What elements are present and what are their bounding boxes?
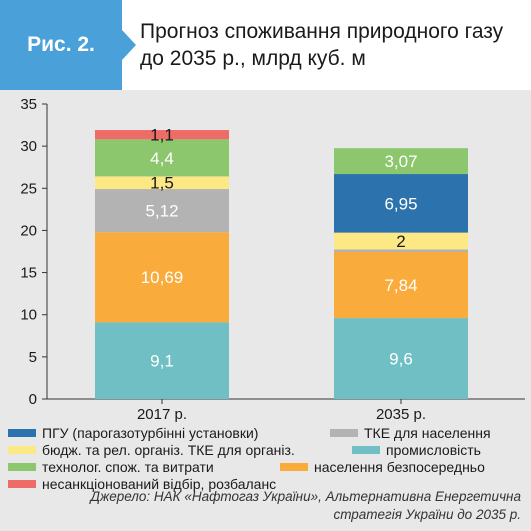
- legend-swatch: [280, 463, 308, 472]
- legend-item-industry: промисловість: [352, 442, 481, 458]
- bar-segment: [95, 232, 229, 323]
- legend-swatch: [352, 446, 380, 455]
- data-label: 9,1: [150, 352, 174, 371]
- bar-segment: [334, 148, 468, 175]
- bar-segment: [95, 322, 229, 399]
- y-tick-label: 25: [20, 180, 37, 197]
- data-label: 6,95: [384, 194, 417, 213]
- figure-badge: [0, 0, 122, 90]
- legend-swatch: [330, 429, 358, 438]
- bar-segment: [95, 189, 229, 233]
- data-label: 4,4: [150, 149, 174, 168]
- legend-label: промисловість: [386, 442, 481, 458]
- bar-segment: [95, 176, 229, 190]
- x-tick-label: 2017 р.: [137, 406, 187, 423]
- bar-segment: [334, 232, 468, 250]
- x-tick-label: 2035 р.: [376, 406, 426, 423]
- legend-item-pgu: ПГУ (парогазотурбінні установки): [8, 425, 258, 441]
- stacked-bar-chart: 0 5 10 15 20 25 30 35 9,1 10,69 5,12 1,5 4,4 1,1 2017 …: [20, 96, 525, 423]
- y-tick-label: 15: [20, 265, 37, 282]
- bar-segment: [334, 174, 468, 233]
- legend-item-tke-population: ТКЕ для населення: [330, 425, 491, 441]
- data-label: 10,69: [141, 268, 184, 287]
- legend-label: несанкціонований відбір, розбаланс: [42, 476, 277, 492]
- legend-label: населення безпосередньо: [314, 459, 485, 475]
- y-tick-label: 5: [29, 349, 37, 366]
- figure-badge-arrow: [122, 30, 136, 60]
- bar-segment: [95, 139, 229, 177]
- bar-segment: [334, 249, 468, 253]
- legend-swatch: [8, 446, 36, 455]
- data-label: 7,84: [384, 276, 417, 295]
- source-note: Джерело: НАК «Нафтогаз України», Альтерн…: [90, 489, 521, 522]
- data-label: 9,6: [389, 350, 413, 369]
- data-label: 5,12: [145, 202, 178, 221]
- y-tick-label: 30: [20, 138, 37, 155]
- legend-swatch: [8, 463, 36, 472]
- bar-segment: [334, 318, 468, 399]
- legend-label: бюдж. та рел. організ. ТКЕ для організ.: [42, 442, 295, 458]
- data-label: 3,07: [384, 152, 417, 171]
- legend-label: ТКЕ для населення: [364, 425, 491, 441]
- y-tick-label: 0: [29, 391, 37, 408]
- bar-segment: [334, 252, 468, 319]
- y-tick-label: 35: [20, 96, 37, 113]
- y-tick-label: 20: [20, 222, 37, 239]
- legend-item-budget-organizations: бюдж. та рел. організ. ТКЕ для організ.: [8, 442, 295, 458]
- legend-swatch: [8, 429, 36, 438]
- legend-swatch: [8, 480, 36, 489]
- figure-header: Рис. 2. Прогноз споживання природного га…: [0, 0, 531, 90]
- data-label: 1,1: [150, 126, 174, 145]
- data-label: 2: [396, 232, 405, 251]
- y-tick-label: 10: [20, 307, 37, 324]
- bar-segment: [95, 130, 229, 140]
- legend-item-technological: технолог. спож. та витрати: [8, 459, 214, 475]
- chart-title: Прогноз споживання природного газу до 20…: [140, 20, 504, 70]
- legend-label: ПГУ (парогазотурбінні установки): [42, 425, 259, 441]
- legend-label: технолог. спож. та витрати: [42, 459, 214, 475]
- legend-item-population-direct: населення безпосередньо: [280, 459, 485, 475]
- legend-item-unauthorized: несанкціонований відбір, розбаланс: [8, 476, 276, 492]
- figure-label: Рис. 2.: [27, 33, 95, 56]
- data-label: 1,5: [150, 174, 174, 193]
